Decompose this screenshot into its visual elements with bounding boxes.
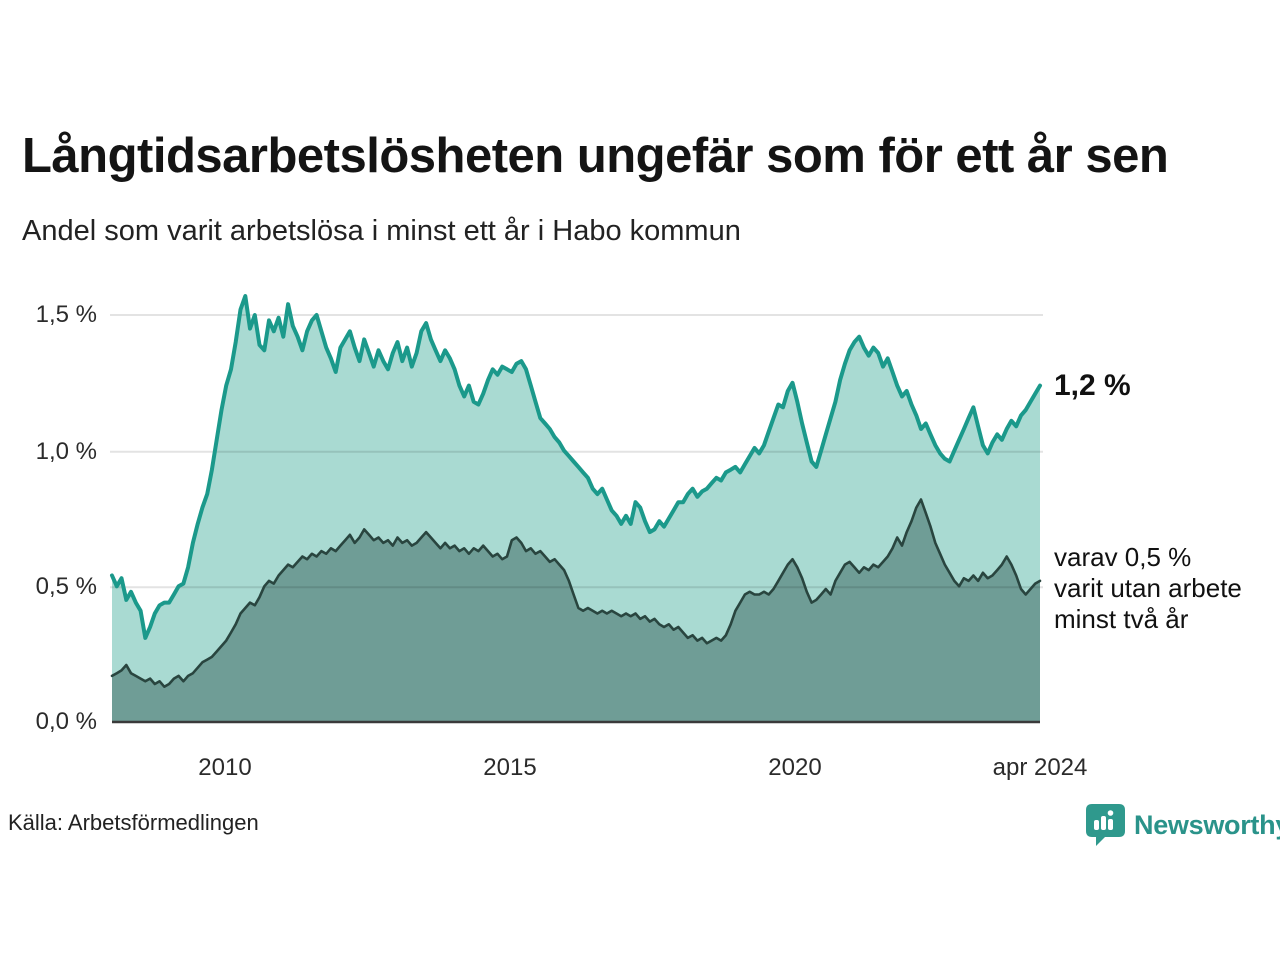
secondary-series-annotation: varav 0,5 % varit utan arbete minst två … [1054,542,1242,635]
y-tick-label: 1,0 % [35,438,97,465]
series-end-value-label: 1,2 % [1054,369,1131,402]
y-tick-label: 0,5 % [35,573,97,600]
line-2yr [110,498,1042,688]
area-2yr [112,499,1040,722]
y-tick-label: 1,5 % [35,301,97,328]
brand-logo: Newsworthy [1086,803,1280,847]
source-credit: Källa: Arbetsförmedlingen [8,810,259,835]
line-1yr [110,294,1042,640]
chart-svg [110,294,1043,724]
annotation-line: varit utan arbete [1054,573,1242,603]
annotation-line: minst två år [1054,604,1189,634]
x-tick-label: apr 2024 [992,754,1088,781]
gridlines [110,314,1043,589]
x-tick-label: 2020 [768,754,822,781]
page-title: Långtidsarbetslösheten ungefär som för e… [22,129,1169,183]
x-tick-label: 2015 [483,754,537,781]
annotation-line: varav 0,5 % [1054,542,1192,572]
x-tick-label: 2010 [198,754,252,781]
newsworthy-logo-icon [1086,804,1125,846]
y-tick-label: 0,0 % [35,708,97,735]
page-subtitle: Andel som varit arbetslösa i minst ett å… [22,215,741,247]
brand-wordmark: Newsworthy [1134,809,1280,840]
